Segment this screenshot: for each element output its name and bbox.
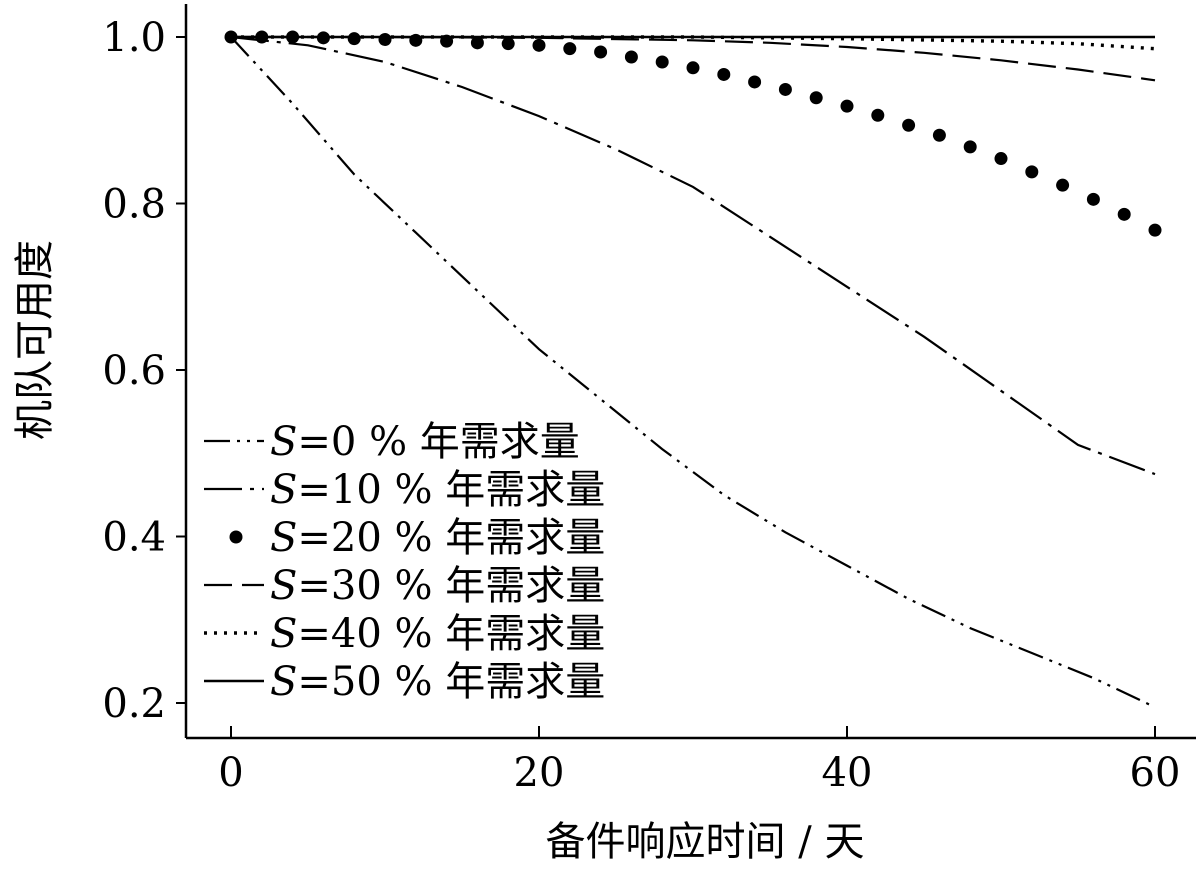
- series-2-point: [532, 38, 546, 52]
- series-2-point: [1117, 207, 1131, 221]
- legend-label: S=30 % 年需求量: [270, 563, 605, 609]
- series-1-line: [230, 35, 1156, 476]
- legend-label-var: S: [270, 515, 297, 561]
- series-2-point: [840, 99, 854, 113]
- series-2-point: [717, 67, 731, 81]
- y-tick-label: 0.8: [102, 182, 166, 228]
- x-axis-label: 备件响应时间 / 天: [546, 819, 865, 865]
- series-2-point: [1148, 223, 1162, 237]
- series-2-point: [347, 32, 361, 46]
- series-2-point: [748, 75, 762, 89]
- legend-label: S=20 % 年需求量: [270, 515, 605, 561]
- y-axis-label: 机队可用度: [12, 240, 58, 440]
- legend-label: S=50 % 年需求量: [270, 659, 605, 705]
- legend-label-var: S: [270, 659, 297, 705]
- legend-label: S=0 % 年需求量: [270, 419, 580, 465]
- legend-label-var: S: [270, 467, 297, 513]
- series-2-point: [501, 37, 515, 51]
- legend-label-rest: =0 % 年需求量: [297, 419, 579, 465]
- series-2-point: [655, 55, 669, 69]
- series-layer: [224, 30, 1162, 709]
- legend-label-var: S: [270, 419, 297, 465]
- series-2-point: [624, 50, 638, 64]
- x-tick-label: 0: [218, 750, 243, 796]
- series-2-point: [378, 32, 392, 46]
- series-2-point: [1086, 192, 1100, 206]
- legend-swatch: [229, 530, 243, 544]
- x-tick-label: 60: [1130, 750, 1181, 796]
- legend-label-rest: =30 % 年需求量: [297, 563, 605, 609]
- legend-label-rest: =20 % 年需求量: [297, 515, 605, 561]
- series-2-point: [686, 61, 700, 75]
- legend-label-var: S: [270, 611, 297, 657]
- legend-label-rest: =40 % 年需求量: [297, 611, 605, 657]
- series-2-point: [932, 128, 946, 142]
- y-tick-label: 0.2: [102, 681, 166, 727]
- series-2-point: [871, 108, 885, 122]
- series-2-point: [594, 45, 608, 59]
- y-tick-label: 0.6: [102, 348, 166, 394]
- x-tick-label: 40: [822, 750, 873, 796]
- series-2-point: [563, 42, 577, 56]
- legend-label: S=40 % 年需求量: [270, 611, 605, 657]
- series-4-line: [231, 35, 1156, 51]
- y-tick-label: 1.0: [102, 15, 166, 61]
- legend-label-var: S: [270, 563, 297, 609]
- y-tick-label: 0.4: [102, 515, 166, 561]
- y-ticks: 0.2 0.4 0.6 0.8 1.0: [102, 15, 186, 727]
- series-2-point: [994, 152, 1008, 166]
- series-2-point: [1056, 178, 1070, 192]
- x-tick-label: 20: [514, 750, 565, 796]
- legend-label-rest: =10 % 年需求量: [297, 467, 605, 513]
- legend-label: S=10 % 年需求量: [270, 467, 605, 513]
- series-2-point: [1025, 165, 1039, 179]
- series-2-point: [809, 91, 823, 105]
- legend-label-rest: =50 % 年需求量: [297, 659, 605, 705]
- series-0-line: [230, 36, 1156, 709]
- series-2-point: [470, 36, 484, 50]
- series-2-point: [778, 82, 792, 96]
- x-ticks: 0 20 40 60: [218, 726, 1180, 796]
- series-2-point: [963, 140, 977, 154]
- series-2-point: [902, 118, 916, 132]
